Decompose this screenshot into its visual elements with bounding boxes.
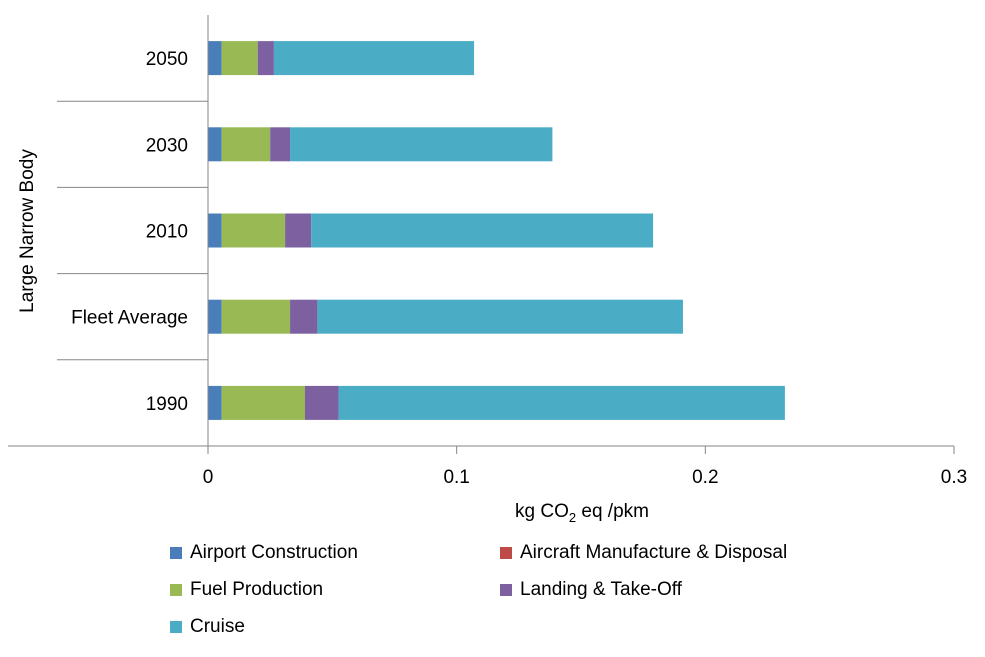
tick-labels-group: 2050 2030 2010 Fleet Average 1990 0 0.1 0.2 0.3: [71, 49, 967, 488]
bar-1990-fuel-production: [221, 385, 305, 420]
category-label: 2050: [146, 49, 188, 70]
bar-1990-airport-construction: [208, 385, 222, 420]
bar-2030-airport-construction: [208, 127, 222, 162]
bar-2030-cruise: [290, 127, 553, 162]
x-axis-label: kg CO2 eq /pkm: [515, 501, 649, 525]
legend-swatch: [500, 547, 512, 559]
bar-1990-cruise: [338, 385, 785, 420]
bar-2010-landing-take-off: [285, 213, 312, 248]
legend-label: Landing & Take-Off: [520, 579, 682, 600]
x-tick-label: 0.1: [443, 467, 469, 488]
category-label: Fleet Average: [71, 308, 188, 329]
x-axis-label-sub: 2: [569, 510, 576, 525]
legend-item: Landing & Take-Off: [500, 579, 682, 601]
bar-2050-fuel-production: [221, 41, 258, 76]
x-axis-label-pre: kg CO: [515, 501, 569, 522]
category-label: 2010: [146, 222, 188, 243]
bar-2030-landing-take-off: [270, 127, 291, 162]
legend-item: Aircraft Manufacture & Disposal: [500, 542, 787, 564]
bars-group: [208, 41, 785, 420]
bar-2050-cruise: [273, 41, 475, 76]
bar-2050-airport-construction: [208, 41, 222, 76]
bar-fleet-average-cruise: [317, 299, 683, 334]
category-label: 2030: [146, 135, 188, 156]
bar-2030-fuel-production: [221, 127, 271, 162]
axes-group: [8, 15, 955, 454]
bar-2010-airport-construction: [208, 213, 222, 248]
bar-2050-landing-take-off: [257, 41, 274, 76]
x-tick-label: 0.2: [692, 467, 718, 488]
legend-item: Fuel Production: [170, 579, 323, 601]
legend-label: Airport Construction: [190, 542, 358, 563]
x-tick-label: 0.3: [941, 467, 967, 488]
legend-label: Fuel Production: [190, 579, 324, 600]
legend-swatch: [170, 584, 182, 596]
x-axis-label-post: eq /pkm: [576, 501, 649, 522]
legend-label: Aircraft Manufacture & Disposal: [520, 542, 788, 563]
bar-2010-cruise: [311, 213, 654, 248]
bar-1990-landing-take-off: [304, 385, 339, 420]
bar-fleet-average-fuel-production: [221, 299, 291, 334]
bar-fleet-average-landing-take-off: [290, 299, 318, 334]
y-axis-label: Large Narrow Body: [17, 149, 38, 313]
category-label: 1990: [146, 394, 188, 415]
bar-fleet-average-airport-construction: [208, 299, 222, 334]
legend-item: Airport Construction: [170, 542, 358, 564]
legend-item: Cruise: [170, 616, 245, 638]
legend-swatch: [170, 547, 182, 559]
x-tick-label: 0: [203, 467, 214, 488]
bar-2010-fuel-production: [221, 213, 286, 248]
legend-label: Cruise: [190, 616, 245, 637]
legend-swatch: [170, 621, 182, 633]
legend-swatch: [500, 584, 512, 596]
